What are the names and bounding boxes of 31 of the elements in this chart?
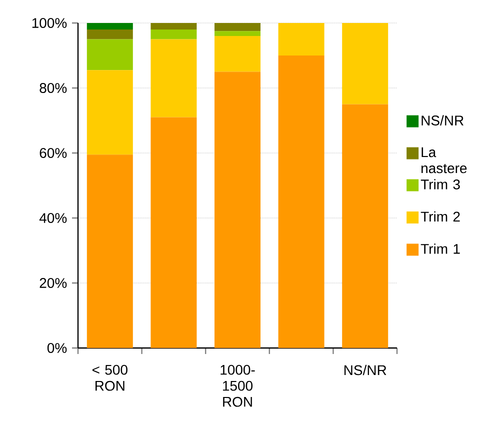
bar (86, 39, 133, 70)
bar (150, 117, 197, 348)
bar (150, 29, 197, 40)
bar (150, 39, 197, 118)
x-tick-label: < 500 RON (92, 364, 128, 391)
legend-label: NS/NR (422, 115, 464, 126)
y-tick-label: 100% (32, 18, 67, 28)
legend-label: Trim 1 (420, 244, 460, 254)
legend-label: La nastere (422, 147, 467, 174)
x-tick-label: 1000-1500 RON (220, 364, 255, 407)
bar (342, 104, 388, 348)
y-tick-label: 0% (47, 343, 67, 353)
y-tick-label: 20% (40, 278, 67, 288)
bar (214, 36, 261, 72)
bar (214, 22, 261, 32)
bar (214, 72, 261, 348)
bar (342, 22, 388, 104)
bar (214, 31, 261, 36)
bar (150, 22, 197, 30)
bar (278, 22, 324, 56)
x-tick-label: NS/NR (344, 364, 386, 376)
y-tick-label: 80% (40, 83, 67, 93)
bar (86, 154, 133, 348)
bar (86, 70, 133, 155)
y-tick-label: 60% (40, 148, 67, 158)
bar (86, 29, 133, 40)
bar (278, 55, 324, 348)
legend-label: Trim 3 (420, 179, 460, 190)
y-tick-label: 40% (39, 213, 67, 223)
legend-label: Trim 2 (420, 211, 460, 222)
bar (86, 22, 133, 30)
